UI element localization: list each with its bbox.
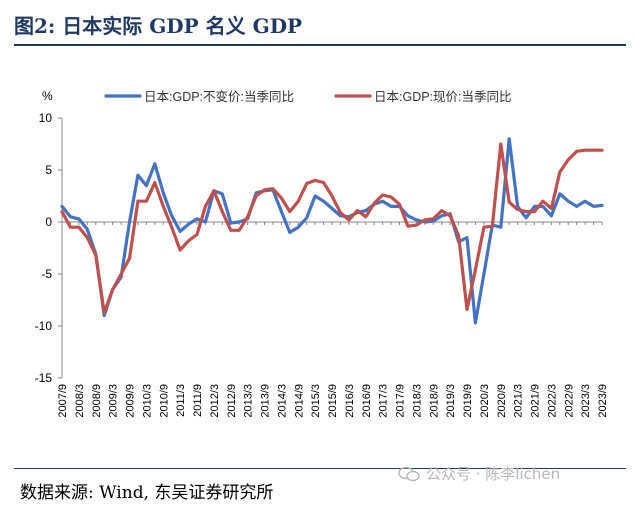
source-rule: [14, 468, 626, 469]
source-note: 数据来源: Wind, 东吴证券研究所: [20, 483, 274, 503]
x-tick-label: 2014/9: [293, 384, 305, 418]
x-tick-label: 2019/3: [445, 384, 457, 418]
y-tick-label: -10: [35, 319, 53, 333]
watermark-text: 公众号 · 陈李lichen: [426, 465, 561, 483]
x-tick-label: 2023/9: [597, 384, 609, 418]
legend: 日本:GDP:不变价:当季同比 日本:GDP:现价:当季同比: [104, 89, 512, 104]
x-tick-label: 2022/3: [546, 384, 558, 418]
figure-title: 图2: 日本实际 GDP 名义 GDP: [14, 14, 303, 38]
x-tick-label: 2009/3: [108, 384, 120, 418]
x-tick-label: 2015/9: [327, 384, 339, 418]
x-tick-label: 2019/9: [462, 384, 474, 418]
x-tick-label: 2014/3: [276, 384, 288, 418]
y-tick-label: -5: [41, 267, 52, 281]
x-tick-label: 2008/9: [91, 384, 103, 418]
x-tick-label: 2013/3: [243, 384, 255, 418]
x-tick-label: 2012/9: [226, 384, 238, 418]
x-tick-label: 2018/3: [411, 384, 423, 418]
series-line-2: [60, 142, 604, 315]
x-tick-label: 2020/9: [496, 384, 508, 418]
series-layer: [60, 137, 604, 325]
x-tick-label: 2011/9: [192, 384, 204, 417]
title-rule: [14, 44, 626, 46]
x-tick-label: 2022/9: [563, 384, 575, 418]
x-tick-label: 2020/3: [479, 384, 491, 418]
x-tick-label: 2012/3: [209, 384, 221, 418]
x-tick-label: 2017/3: [378, 384, 390, 418]
wechat-icon: [398, 466, 420, 482]
x-tick-label: 2010/3: [141, 384, 153, 418]
x-tick-label: 2016/3: [344, 384, 356, 418]
x-tick-label: 2011/3: [175, 384, 187, 417]
x-tick-label: 2007/9: [57, 384, 69, 418]
watermark: 公众号 · 陈李lichen: [398, 463, 560, 484]
legend-label-2: 日本:GDP:现价:当季同比: [374, 90, 512, 104]
x-tick-label: 2010/9: [158, 384, 170, 418]
x-tick-label: 2021/3: [513, 384, 525, 418]
x-tick-label: 2021/9: [530, 384, 542, 418]
y-tick-label: 5: [45, 163, 52, 177]
x-tick-label: 2013/9: [260, 384, 272, 418]
x-tick-label: 2009/9: [125, 384, 137, 418]
x-tick-label: 2016/9: [361, 384, 373, 418]
x-tick-label: 2023/3: [580, 384, 592, 418]
x-tick-label: 2017/9: [395, 384, 407, 418]
y-axis-label: %: [42, 89, 53, 103]
x-tick-label: 2008/3: [74, 384, 86, 418]
x-tick-label: 2015/3: [310, 384, 322, 418]
legend-label-1: 日本:GDP:不变价:当季同比: [144, 89, 294, 104]
y-tick-label: 0: [45, 215, 52, 229]
x-tick-label: 2018/9: [428, 384, 440, 418]
series-line-1: [60, 137, 604, 325]
y-tick-label: 10: [39, 111, 53, 125]
axes: 10 5 0 -5 -10 -15 2007/9 2008/3 2008/9 2009/3 2009…: [35, 111, 609, 418]
y-tick-label: -15: [35, 371, 53, 385]
